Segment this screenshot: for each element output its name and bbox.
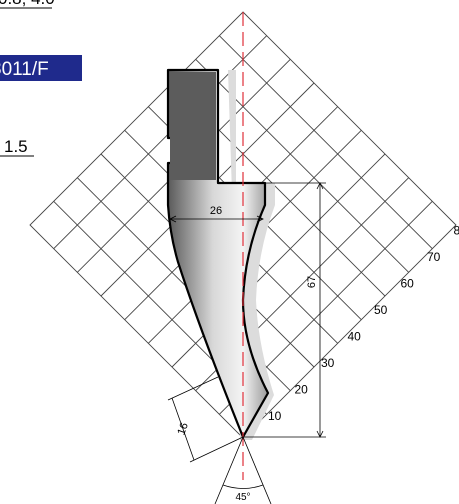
scale-label: 40	[348, 330, 362, 344]
scale-label: 50	[374, 303, 388, 317]
scale-label: 70	[427, 250, 441, 264]
dim-height	[243, 182, 326, 438]
scale: 10 20 30 40 50 60 70 80	[268, 224, 459, 424]
dim-tip-label: 16	[175, 421, 190, 437]
dim-width	[169, 215, 264, 223]
code-text: 3011/F	[0, 59, 49, 80]
dim-angle-label: 45°	[235, 492, 250, 503]
scale-label: 80	[454, 224, 459, 238]
dim-angle	[214, 436, 272, 504]
scale-label: 10	[268, 409, 282, 423]
grid-line	[219, 35, 433, 249]
scale-label: 60	[401, 277, 415, 291]
radius-text: 1.5	[4, 137, 28, 156]
dim-width-label: 26	[210, 205, 222, 217]
dim-tip	[167, 376, 244, 463]
scale-label: 20	[295, 383, 309, 397]
code-box	[0, 55, 82, 81]
dim-height-label: 67	[306, 276, 318, 288]
spec-text: 0.8; 4.0	[0, 0, 55, 8]
punch-shank	[170, 72, 216, 180]
scale-label: 30	[321, 356, 335, 370]
